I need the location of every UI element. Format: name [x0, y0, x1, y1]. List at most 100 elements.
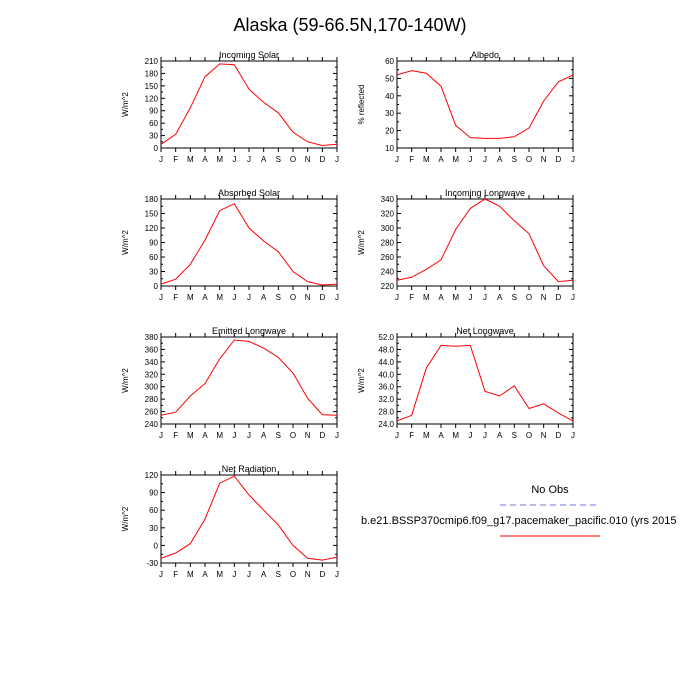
x-tick-label: M — [452, 431, 459, 440]
series-line — [160, 339, 338, 416]
x-tick-label: J — [571, 155, 575, 164]
y-tick-label: 40.0 — [378, 370, 394, 379]
y-axis-label: W/m^2 — [121, 506, 130, 531]
x-tick-label: S — [276, 570, 281, 579]
y-tick-label: 48.0 — [378, 345, 394, 354]
x-tick-label: M — [187, 293, 194, 302]
x-tick-label: N — [305, 431, 311, 440]
panel-incoming-solar: Incoming Solar W/m^2 0 30 60 90 120 150 180 210 J F… — [121, 50, 339, 164]
y-tick-label: 0 — [154, 541, 159, 550]
x-tick-label: D — [555, 293, 561, 302]
y-tick-label: 0 — [154, 282, 159, 291]
x-tick-label: J — [483, 293, 487, 302]
y-tick-label: 240 — [381, 268, 395, 277]
series-line — [160, 203, 338, 286]
x-tick-label: M — [423, 293, 430, 302]
x-tick-label: J — [395, 293, 399, 302]
x-tick-label: O — [290, 570, 296, 579]
y-tick-label: 240 — [145, 420, 159, 429]
x-tick-label: J — [335, 570, 339, 579]
x-tick-label: S — [512, 155, 517, 164]
y-tick-label: 300 — [145, 383, 159, 392]
x-tick-label: A — [202, 570, 208, 579]
y-tick-label: 0 — [154, 144, 159, 153]
panel-title: Net Longwave — [456, 326, 514, 336]
legend: No Obs b.e21.BSSP370cmip6.f09_g17.pacema… — [361, 484, 677, 537]
x-tick-label: S — [276, 431, 281, 440]
series-line — [396, 70, 574, 139]
x-tick-label: J — [468, 293, 472, 302]
y-tick-label: 220 — [381, 282, 395, 291]
x-tick-label: J — [483, 431, 487, 440]
x-tick-label: J — [395, 431, 399, 440]
panels: Incoming Solar W/m^2 0 30 60 90 120 150 180 210 J F… — [121, 50, 575, 579]
plot-frame — [160, 60, 338, 149]
y-tick-label: 320 — [381, 210, 395, 219]
x-tick-label: F — [173, 570, 178, 579]
legend-model-label: b.e21.BSSP370cmip6.f09_g17.pacemaker_pac… — [361, 515, 677, 527]
x-tick-label: A — [497, 431, 503, 440]
x-tick-label: D — [319, 570, 325, 579]
x-tick-label: D — [319, 431, 325, 440]
x-tick-label: N — [305, 293, 311, 302]
x-tick-label: F — [173, 155, 178, 164]
x-tick-label: O — [526, 155, 532, 164]
y-tick-label: 180 — [145, 69, 159, 78]
x-tick-label: O — [526, 431, 532, 440]
plot-frame — [396, 336, 574, 425]
y-tick-label: 340 — [145, 358, 159, 367]
x-tick-label: J — [232, 155, 236, 164]
y-axis-label: W/m^2 — [357, 230, 366, 255]
y-tick-label: 90 — [149, 239, 158, 248]
panel-title: Incoming Solar — [219, 50, 279, 60]
x-tick-label: A — [497, 293, 503, 302]
x-tick-label: D — [555, 155, 561, 164]
y-tick-label: 300 — [381, 224, 395, 233]
y-tick-label: 60 — [149, 506, 158, 515]
y-axis-label: W/m^2 — [121, 368, 130, 393]
x-tick-label: A — [202, 155, 208, 164]
x-tick-label: J — [247, 293, 251, 302]
y-tick-label: 40 — [385, 92, 394, 101]
y-tick-label: 20 — [385, 127, 394, 136]
y-tick-label: 50 — [385, 74, 394, 83]
x-tick-label: M — [452, 293, 459, 302]
x-tick-label: J — [247, 431, 251, 440]
plot-frame — [396, 60, 574, 149]
y-tick-label: 44.0 — [378, 358, 394, 367]
panel-title: Emitted Longwave — [212, 326, 286, 336]
x-tick-label: N — [541, 431, 547, 440]
x-tick-label: N — [541, 293, 547, 302]
x-tick-label: O — [526, 293, 532, 302]
y-tick-label: 380 — [145, 333, 159, 342]
y-tick-label: 10 — [385, 144, 394, 153]
x-tick-label: J — [335, 431, 339, 440]
x-tick-label: A — [261, 293, 267, 302]
y-tick-label: 210 — [145, 57, 159, 66]
y-tick-label: 24.0 — [378, 420, 394, 429]
x-tick-label: J — [468, 431, 472, 440]
y-tick-label: 340 — [381, 195, 395, 204]
x-tick-label: M — [423, 431, 430, 440]
y-tick-label: 30 — [385, 109, 394, 118]
y-tick-label: 120 — [145, 94, 159, 103]
x-tick-label: N — [541, 155, 547, 164]
x-tick-label: M — [423, 155, 430, 164]
x-tick-label: J — [159, 570, 163, 579]
y-tick-label: 120 — [145, 224, 159, 233]
series-line — [160, 475, 338, 561]
y-tick-label: 30 — [149, 268, 158, 277]
panel-title: Net Radiation — [222, 464, 277, 474]
x-tick-label: J — [232, 431, 236, 440]
y-tick-label: 30 — [149, 132, 158, 141]
x-tick-label: M — [187, 570, 194, 579]
x-tick-label: F — [409, 293, 414, 302]
main-title: Alaska (59-66.5N,170-140W) — [233, 15, 466, 35]
x-tick-label: S — [512, 293, 517, 302]
x-tick-label: J — [159, 431, 163, 440]
x-tick-label: A — [497, 155, 503, 164]
x-tick-label: F — [173, 293, 178, 302]
